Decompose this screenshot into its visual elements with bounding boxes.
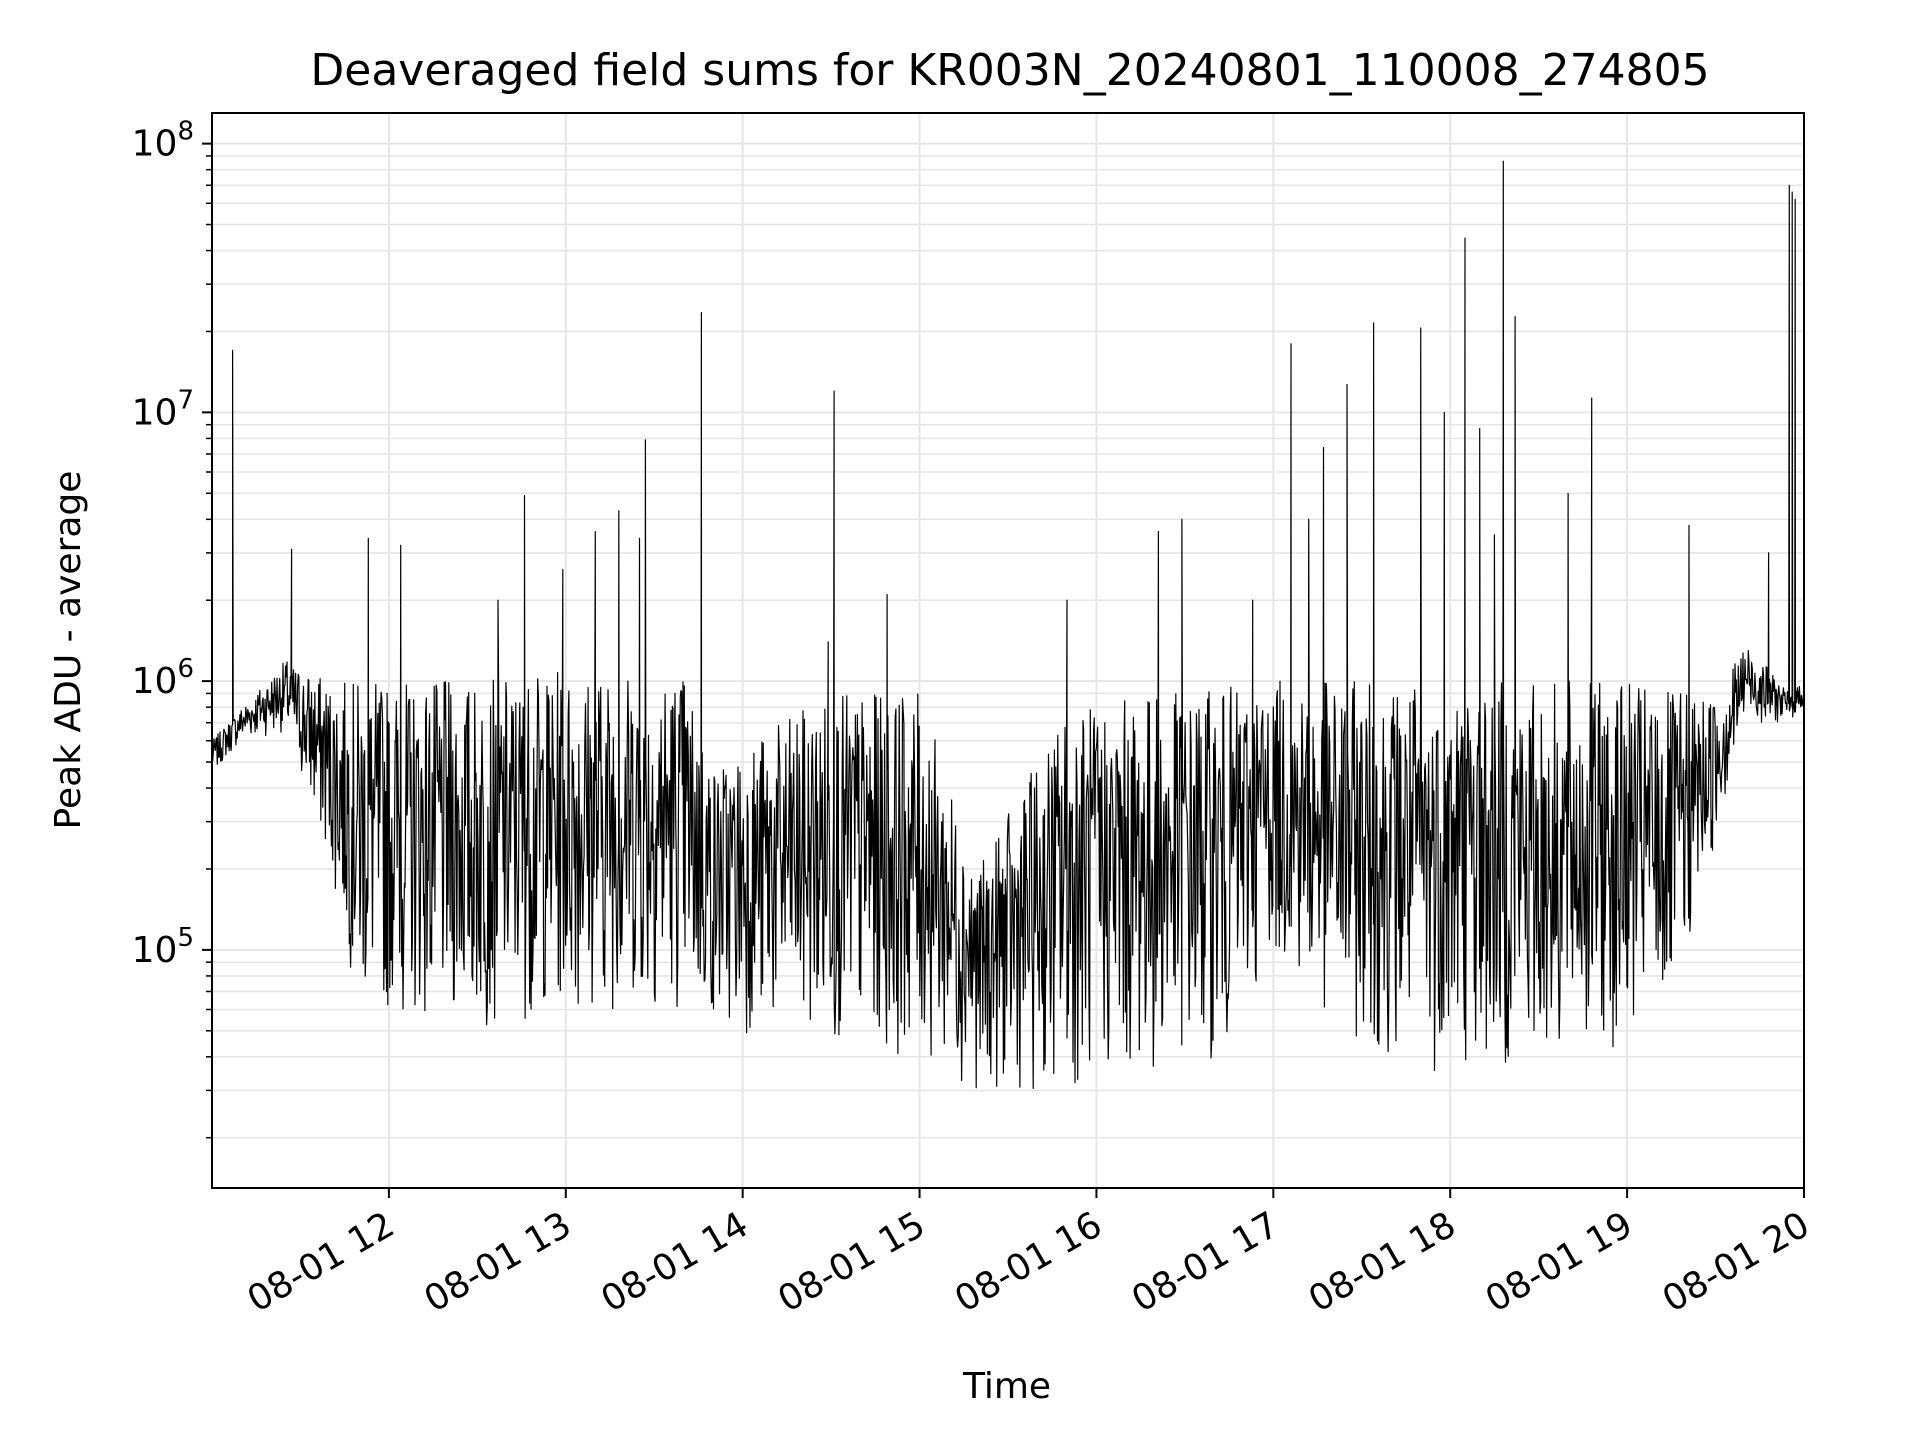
data-series (211, 160, 1805, 1089)
grid (212, 113, 1805, 1188)
y-tick-label: 105 (132, 923, 194, 971)
y-tick-label: 108 (132, 117, 194, 165)
x-axis-label: Time (962, 1366, 1051, 1407)
y-tick-label: 106 (132, 654, 194, 702)
series-line (211, 160, 1805, 1089)
y-axis: 105 106 107 108 (132, 117, 212, 1139)
chart-title: Deaveraged field sums for KR003N_2024080… (310, 45, 1709, 96)
y-axis-label: Peak ADU - average (48, 471, 89, 830)
y-tick-label: 107 (132, 385, 194, 433)
plot-frame (211, 112, 1805, 1189)
